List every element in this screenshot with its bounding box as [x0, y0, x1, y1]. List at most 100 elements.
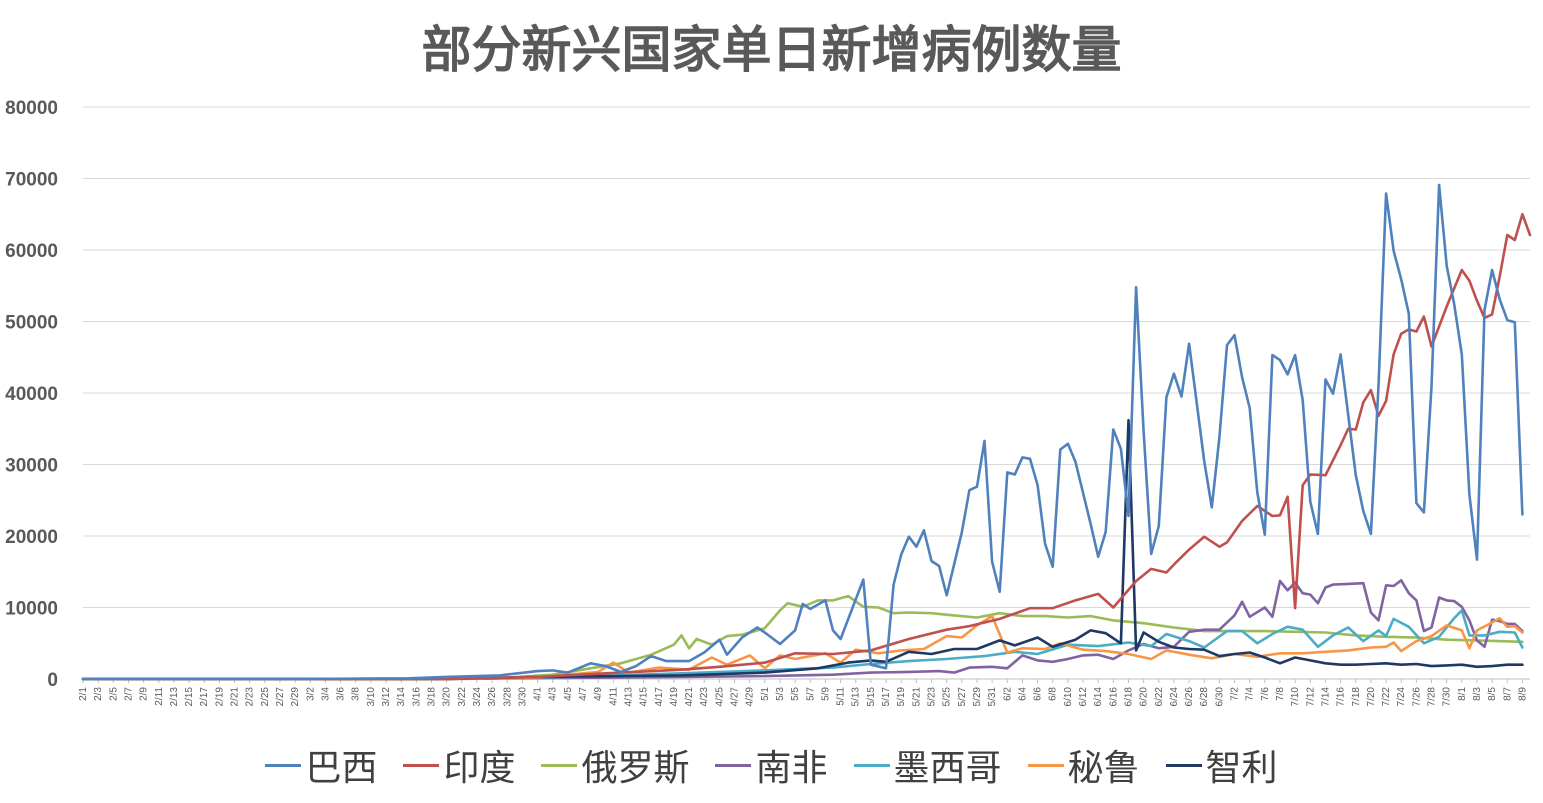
x-tick-label: 3/26 — [487, 687, 498, 707]
x-tick-label: 7/18 — [1351, 687, 1362, 707]
legend-label: 秘鲁 — [1067, 748, 1140, 789]
x-tick-label: 2/15 — [184, 687, 195, 707]
legend-swatch — [265, 763, 302, 767]
legend-entry-7: 智利 — [1165, 739, 1278, 791]
x-tick-label: 3/30 — [517, 687, 528, 707]
x-tick-label: 7/8 — [1275, 687, 1286, 701]
x-tick-label: 3/6 — [336, 687, 347, 701]
legend-label: 印度 — [443, 748, 516, 789]
x-tick-label: 7/14 — [1320, 687, 1331, 707]
legend-entry-5: 墨西哥 — [853, 739, 1002, 791]
x-tick-label: 5/21 — [911, 687, 922, 707]
x-tick-label: 5/19 — [896, 687, 907, 707]
x-axis-ticks: 2/1 2/3 2/5 2/7 2/9 2/11 2/13 2/15 2/17 2/19 2/21 2… — [78, 679, 1528, 706]
x-tick-label: 4/9 — [593, 687, 604, 701]
x-tick-label: 4/13 — [623, 687, 634, 707]
line-chart: 0 10000 20000 30000 40000 50000 60000 70000 8000… — [5, 98, 1532, 706]
x-tick-label: 2/13 — [169, 687, 180, 707]
y-tick-label: 60000 — [5, 241, 58, 262]
x-tick-label: 4/21 — [684, 687, 695, 707]
x-tick-label: 4/5 — [563, 687, 574, 701]
x-tick-label: 8/7 — [1502, 687, 1513, 701]
x-tick-label: 7/24 — [1396, 687, 1407, 707]
series-line-2 — [81, 213, 1532, 681]
x-tick-label: 2/19 — [214, 687, 225, 707]
legend-entry-1: 巴西 — [265, 739, 377, 791]
y-axis-ticks: 0 10000 20000 30000 40000 50000 60000 70000 8000… — [5, 98, 58, 691]
series-line-3 — [81, 594, 1524, 681]
x-tick-label: 3/22 — [457, 687, 468, 707]
x-tick-label: 6/8 — [1048, 687, 1059, 701]
x-tick-label: 4/29 — [745, 687, 756, 707]
x-tick-label: 4/11 — [608, 687, 619, 706]
legend-swatch — [1165, 763, 1202, 767]
x-tick-label: 5/7 — [805, 687, 816, 701]
x-tick-label: 7/2 — [1230, 687, 1241, 701]
x-tick-label: 7/26 — [1411, 687, 1422, 707]
x-tick-label: 5/11 — [836, 687, 847, 706]
x-tick-label: 8/3 — [1472, 687, 1483, 701]
x-tick-label: 5/9 — [820, 687, 831, 701]
x-tick-label: 5/15 — [866, 687, 877, 707]
legend-label: 智利 — [1205, 748, 1278, 789]
y-tick-label: 20000 — [5, 527, 58, 548]
x-tick-label: 6/26 — [1184, 687, 1195, 707]
gridlines — [83, 106, 1530, 680]
x-tick-label: 6/16 — [1108, 687, 1119, 707]
x-tick-label: 4/7 — [578, 687, 589, 701]
x-tick-label: 2/11 — [154, 687, 165, 706]
x-tick-label: 4/25 — [714, 687, 725, 707]
x-tick-label: 3/20 — [442, 687, 453, 707]
x-tick-label: 5/5 — [790, 687, 801, 701]
series-lines — [81, 183, 1532, 681]
legend-entry-6: 秘鲁 — [1027, 739, 1140, 791]
x-tick-label: 4/3 — [548, 687, 559, 701]
series-line-1 — [81, 183, 1524, 681]
x-tick-label: 5/29 — [972, 687, 983, 707]
x-tick-label: 5/23 — [927, 687, 938, 707]
x-tick-label: 7/12 — [1305, 687, 1316, 707]
x-tick-label: 3/28 — [502, 687, 513, 707]
legend-swatch — [853, 763, 890, 767]
x-tick-label: 5/1 — [760, 687, 771, 701]
x-tick-label: 7/6 — [1260, 687, 1271, 701]
x-tick-label: 2/23 — [245, 687, 256, 707]
x-tick-label: 6/18 — [1123, 687, 1134, 707]
x-tick-label: 3/24 — [472, 687, 483, 707]
x-tick-label: 6/2 — [1002, 687, 1013, 701]
x-tick-label: 4/23 — [699, 687, 710, 707]
x-tick-label: 6/12 — [1078, 687, 1089, 707]
legend-entry-2: 印度 — [403, 739, 515, 791]
x-tick-label: 5/31 — [987, 687, 998, 707]
x-tick-label: 5/17 — [881, 687, 892, 707]
legend-entry-4: 南非 — [715, 739, 828, 791]
legend-label: 巴西 — [305, 748, 378, 789]
x-tick-label: 3/14 — [396, 687, 407, 707]
x-tick-label: 7/22 — [1381, 687, 1392, 707]
legend-swatch — [1027, 763, 1064, 767]
y-tick-label: 0 — [47, 670, 58, 691]
x-tick-label: 2/7 — [123, 687, 134, 701]
y-tick-label: 30000 — [5, 456, 58, 477]
x-tick-label: 6/14 — [1093, 687, 1104, 707]
y-tick-label: 50000 — [5, 313, 58, 334]
x-tick-label: 5/13 — [851, 687, 862, 707]
x-tick-label: 7/20 — [1366, 687, 1377, 707]
legend-label: 俄罗斯 — [581, 748, 690, 789]
x-tick-label: 3/2 — [305, 687, 316, 701]
y-tick-label: 80000 — [5, 98, 58, 119]
x-tick-label: 4/27 — [730, 687, 741, 707]
x-tick-label: 2/27 — [275, 687, 286, 707]
legend-swatch — [715, 763, 752, 767]
x-tick-label: 2/21 — [230, 687, 241, 707]
legend: 巴西 印度 俄罗斯 南非 墨西哥 秘鲁 智利 — [0, 738, 1543, 792]
x-tick-label: 2/1 — [78, 687, 89, 701]
y-tick-label: 10000 — [5, 599, 58, 620]
chart-title: 部分新兴国家单日新增病例数量 — [421, 20, 1122, 79]
x-tick-label: 5/25 — [942, 687, 953, 707]
x-tick-label: 7/10 — [1290, 687, 1301, 707]
x-tick-label: 2/17 — [199, 687, 210, 707]
x-tick-label: 6/24 — [1169, 687, 1180, 707]
x-tick-label: 3/4 — [320, 687, 331, 701]
x-tick-label: 6/6 — [1033, 687, 1044, 701]
